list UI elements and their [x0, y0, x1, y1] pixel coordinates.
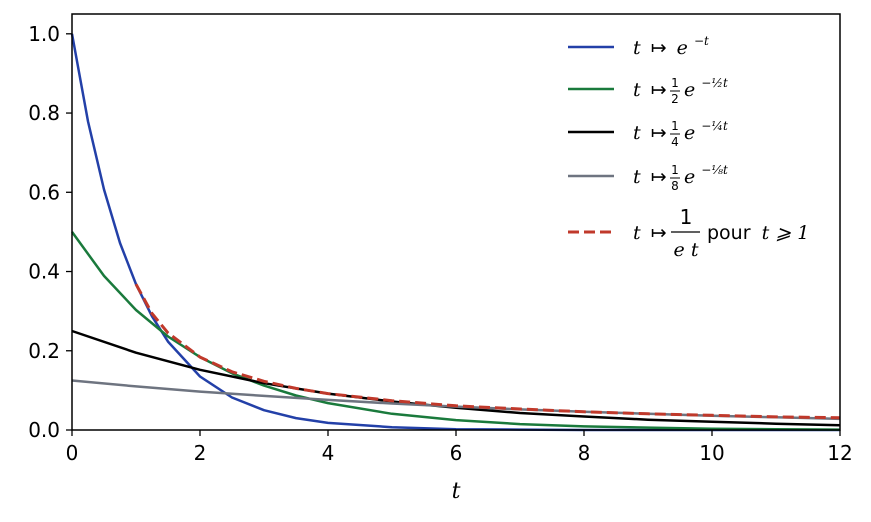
y-tick-label: 0.6 [28, 180, 60, 204]
x-tick-label: 2 [194, 441, 207, 465]
y-tick-label: 1.0 [28, 22, 60, 46]
x-tick-label: 4 [322, 441, 335, 465]
legend: t ↦ e −t t ↦ 1 2 e −½t t ↦ 1 4 e −¼t [568, 34, 809, 261]
series-line-5 [134, 283, 841, 420]
y-tick-label: 0.8 [28, 101, 60, 125]
legend-frac-num-3: 1 [671, 119, 679, 133]
x-axis: 0 2 4 6 8 10 12 [66, 430, 853, 465]
series-line-3 [71, 329, 841, 427]
x-tick-label: 8 [578, 441, 591, 465]
x-tick-label: 6 [450, 441, 463, 465]
legend-label-2: t ↦ [633, 79, 667, 101]
legend-label-1: t ↦ e −t [633, 34, 709, 59]
legend-exp-2: e −½t [684, 76, 728, 101]
legend-label-3: t ↦ [633, 122, 667, 144]
legend-tail-5: pour t ⩾ 1 [707, 222, 809, 244]
y-tick-label: 0.2 [28, 339, 60, 363]
y-tick-label: 0.4 [28, 260, 60, 284]
legend-frac-num-4: 1 [671, 163, 679, 177]
legend-frac-den-2: 2 [671, 92, 679, 106]
legend-frac-num-5: 1 [680, 205, 693, 229]
legend-frac-den-3: 4 [671, 135, 679, 149]
legend-frac-den-5: e t [674, 239, 699, 261]
x-tick-label: 0 [66, 441, 79, 465]
legend-frac-num-2: 1 [671, 76, 679, 90]
legend-exp-3: e −¼t [684, 119, 728, 144]
y-tick-label: 0.0 [28, 418, 60, 442]
legend-label-5: t ↦ [633, 222, 667, 244]
legend-label-4: t ↦ [633, 166, 667, 188]
x-tick-label: 10 [699, 441, 724, 465]
series-line-2 [70, 231, 841, 431]
y-axis: 0.0 0.2 0.4 0.6 0.8 1.0 [28, 22, 72, 442]
x-tick-label: 12 [827, 441, 852, 465]
series-line-4 [71, 379, 841, 421]
legend-exp-4: e −⅛t [684, 163, 728, 188]
legend-frac-den-4: 8 [671, 179, 679, 193]
x-axis-label: t [452, 479, 461, 504]
